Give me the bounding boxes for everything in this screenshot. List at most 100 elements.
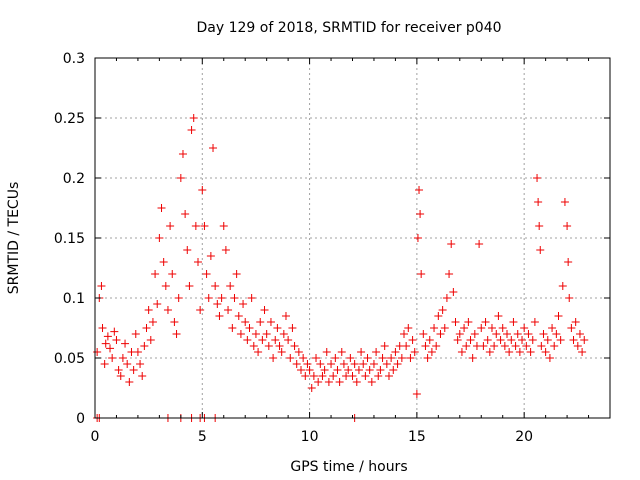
data-point [97,282,106,290]
data-point [181,210,190,218]
data-point [530,318,539,326]
data-point [560,198,569,206]
data-point [194,258,202,266]
data-point [575,330,584,338]
data-point [93,348,102,356]
data-point [438,306,447,314]
data-point [442,294,451,302]
data-point [187,126,196,134]
data-point [273,324,282,332]
data-point [305,366,314,374]
data-point [464,318,473,326]
data-point [288,324,297,332]
data-point [157,204,166,212]
data-point [477,324,486,332]
data-point [455,330,464,338]
data-point [354,366,363,374]
data-point [363,354,372,362]
data-point [228,324,237,332]
data-point [322,348,331,356]
data-point [569,336,578,344]
data-point [110,327,119,336]
data-point [571,318,580,326]
data-point [146,336,155,344]
data-point [500,342,509,350]
data-point [524,330,533,338]
data-point [534,198,543,206]
data-point [421,342,430,350]
data-point [380,342,389,350]
data-point [138,372,147,380]
data-point [507,336,516,344]
data-point [535,222,544,230]
data-point [503,330,511,338]
data-point [415,186,424,194]
data-point [318,372,327,380]
data-point [108,354,117,362]
data-point [230,294,239,302]
data-point [470,330,479,338]
data-point [329,372,338,380]
data-point [440,324,449,332]
data-point [417,270,426,278]
data-point [254,348,263,356]
data-point [406,354,415,362]
data-point [320,366,329,374]
data-point [131,330,140,338]
data-point [550,342,559,350]
data-point [365,366,374,374]
data-point [275,342,284,350]
data-point [558,282,567,290]
data-point [374,372,383,380]
data-point [397,354,406,362]
data-point [198,186,207,194]
y-tick-label: 0.2 [63,171,85,187]
data-point [153,300,162,308]
data-point [256,318,265,326]
data-point [176,174,185,182]
y-tick-label: 0.25 [54,111,85,127]
data-point [262,330,271,338]
data-point [413,234,422,242]
data-point [204,294,213,302]
data-point [258,336,267,344]
data-point [251,330,260,338]
data-point [564,258,573,266]
data-point [526,348,535,356]
x-tick-label: 10 [301,429,319,445]
axis-ticks [94,57,610,419]
data-point [144,306,153,314]
data-point [475,240,484,248]
y-tick-label: 0.3 [63,51,85,67]
data-point [481,318,490,326]
data-point [206,252,215,260]
data-point [98,324,107,332]
data-point [483,336,492,344]
data-point [281,312,290,320]
data-point [243,336,252,344]
data-point [468,354,477,362]
data-point [369,360,378,368]
data-point [404,324,413,332]
data-point [548,324,557,332]
y-axis-label: SRMTID / TECUs [6,182,22,295]
x-tick-label: 5 [198,429,207,445]
data-point [400,330,408,338]
data-point [556,336,565,344]
data-point [116,372,125,380]
data-point [269,354,278,362]
data-point [314,378,323,386]
data-point [247,294,256,302]
data-point [170,318,179,326]
data-point [100,360,109,368]
data-point [505,348,514,356]
data-point [151,270,160,278]
data-point [236,330,245,338]
data-point [307,384,316,392]
data-point [410,348,419,356]
data-point [350,360,359,368]
data-point [324,378,333,386]
data-point [178,150,187,158]
data-point [578,348,587,356]
data-point [425,336,434,344]
